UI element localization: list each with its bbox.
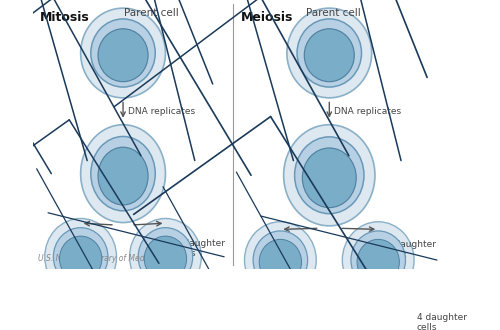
Ellipse shape [244,222,316,298]
Text: 4 daughter
cells: 4 daughter cells [416,313,467,330]
Ellipse shape [234,315,266,330]
Ellipse shape [229,308,272,330]
Ellipse shape [98,29,148,82]
Ellipse shape [357,239,400,284]
Ellipse shape [80,8,166,98]
Ellipse shape [380,301,436,330]
Ellipse shape [45,218,117,295]
Text: Meiosis: Meiosis [242,12,294,24]
Ellipse shape [294,315,327,330]
Ellipse shape [91,137,156,211]
Ellipse shape [253,231,308,289]
Ellipse shape [302,148,356,208]
Text: DNA replicates: DNA replicates [334,107,402,116]
Ellipse shape [138,228,192,286]
Ellipse shape [332,315,364,330]
Ellipse shape [304,29,354,82]
Ellipse shape [388,308,430,330]
Text: 2 daughter
cells: 2 daughter cells [175,239,225,258]
Text: Mitosis: Mitosis [40,12,90,24]
Ellipse shape [130,218,202,295]
Ellipse shape [283,301,339,330]
Text: 2 daughter
cells: 2 daughter cells [386,241,436,260]
Ellipse shape [98,147,148,205]
Ellipse shape [287,8,372,98]
Text: DNA replicates: DNA replicates [128,107,195,116]
Text: Parent cell: Parent cell [306,8,360,18]
Ellipse shape [284,125,375,226]
Ellipse shape [327,308,369,330]
Ellipse shape [342,222,414,298]
Ellipse shape [290,308,332,330]
Ellipse shape [144,236,186,281]
Ellipse shape [320,301,376,330]
Ellipse shape [297,19,362,87]
Ellipse shape [222,301,278,330]
Ellipse shape [91,19,156,87]
Ellipse shape [351,231,406,289]
Ellipse shape [294,137,364,214]
Ellipse shape [80,125,166,222]
Ellipse shape [259,239,302,284]
Text: Parent cell: Parent cell [124,8,179,18]
Ellipse shape [392,315,424,330]
Text: U.S. National Library of Medicine: U.S. National Library of Medicine [38,254,163,263]
Ellipse shape [60,236,102,281]
Ellipse shape [54,228,108,286]
